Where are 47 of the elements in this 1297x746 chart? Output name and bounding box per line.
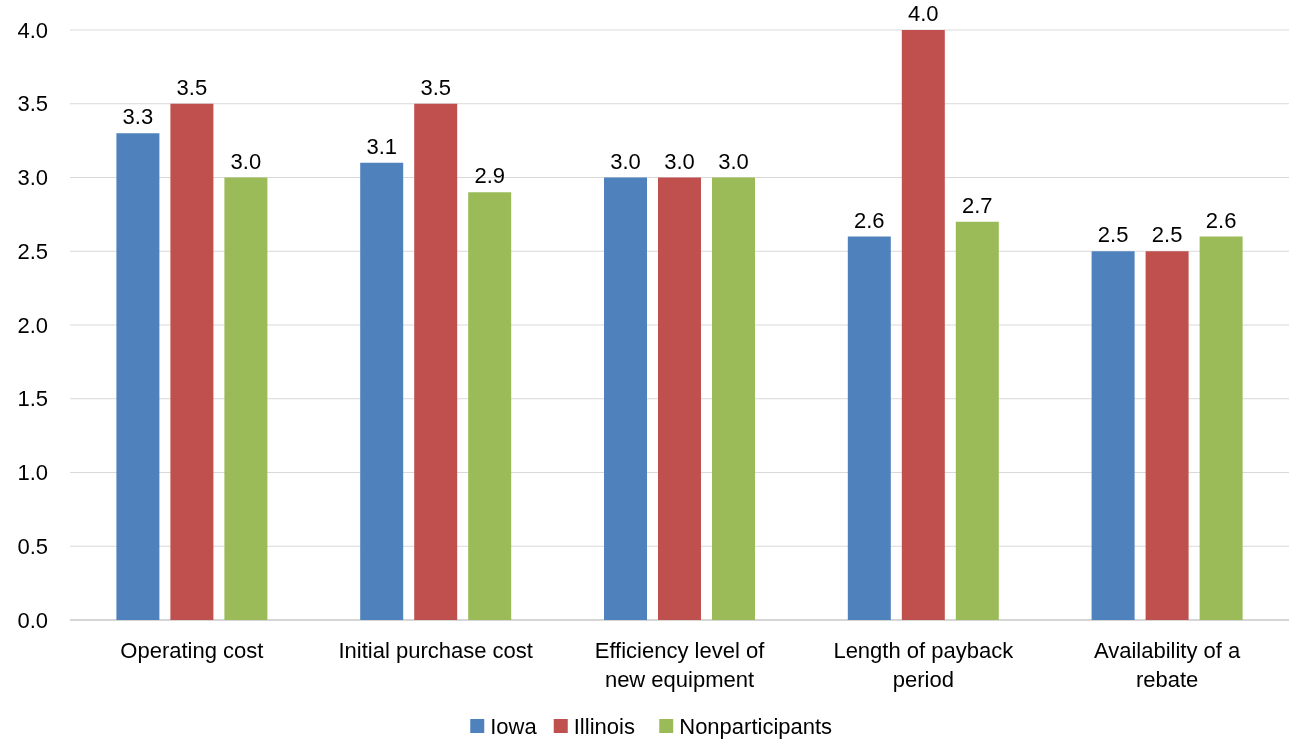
data-label: 3.1 (366, 133, 397, 159)
data-label: 2.5 (1151, 222, 1183, 248)
legend-label: Nonparticipants (679, 714, 833, 739)
y-tick-label: 4.0 (17, 17, 48, 43)
bar (170, 103, 214, 620)
bar (116, 133, 160, 620)
bar (604, 177, 647, 620)
x-tick-label: Efficiency level of new equipment (594, 638, 766, 692)
data-label: 2.6 (1205, 207, 1237, 233)
data-label: 3.0 (610, 148, 641, 174)
bar (1145, 251, 1189, 620)
y-tick-label: 3.0 (17, 165, 48, 191)
data-label: 4.0 (908, 1, 939, 26)
data-label: 3.5 (176, 74, 208, 100)
data-label: 2.5 (1097, 222, 1129, 248)
data-label: 3.0 (718, 148, 749, 174)
data-label: 3.5 (420, 74, 451, 100)
x-tick-label: Length of payback period (833, 638, 1015, 692)
y-tick-label: 1.0 (17, 460, 48, 486)
y-tick-label: 2.0 (17, 312, 48, 338)
bar (468, 192, 512, 620)
data-label: 3.3 (122, 104, 154, 130)
x-tick-label: Availability of a rebate (1093, 638, 1242, 692)
data-label: 2.6 (854, 207, 885, 233)
bar (360, 162, 404, 620)
bar (712, 177, 755, 620)
bar (658, 177, 701, 620)
y-tick-label: 3.5 (17, 91, 48, 117)
y-tick-label: 2.5 (17, 238, 48, 264)
bar (1199, 236, 1243, 620)
y-tick-label: 0.5 (17, 533, 48, 559)
bar (224, 177, 268, 620)
data-label: 2.9 (474, 163, 505, 189)
bar (955, 221, 999, 620)
bar (414, 103, 458, 620)
x-tick-label: Initial purchase cost (338, 638, 533, 663)
bar (1091, 251, 1135, 620)
y-tick-label: 1.5 (17, 386, 48, 412)
data-label: 2.7 (962, 192, 993, 218)
data-label: 3.0 (230, 148, 262, 174)
y-tick-label: 0.0 (17, 607, 48, 633)
legend-label: Iowa (490, 714, 538, 739)
x-tick-label: Operating cost (120, 638, 264, 663)
bar (901, 30, 945, 620)
legend-label: Illinois (573, 714, 635, 739)
data-label: 3.0 (664, 148, 695, 174)
bar (847, 236, 891, 620)
